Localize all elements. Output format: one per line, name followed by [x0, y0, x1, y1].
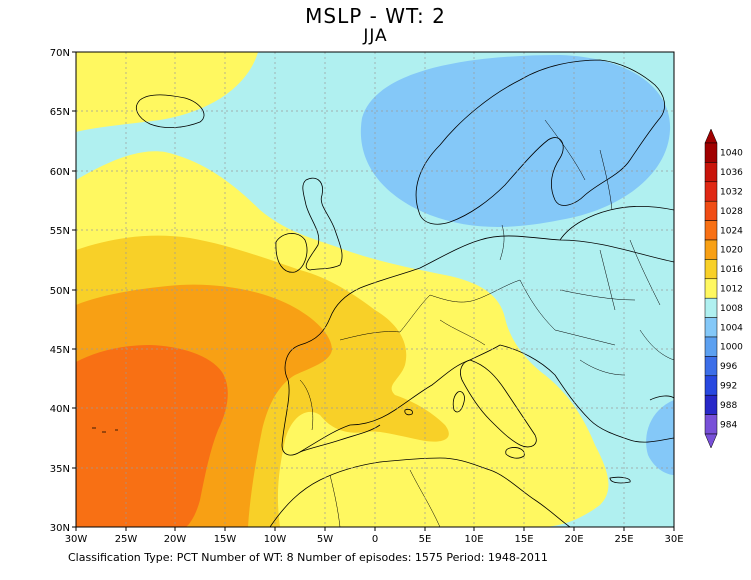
lon-label: 30W [65, 534, 88, 545]
lon-label: 15E [514, 534, 533, 545]
field-1008-north [360, 55, 671, 227]
colorbar-swatch [704, 162, 718, 183]
lon-label: 15W [214, 534, 237, 545]
lon-label: 20E [564, 534, 583, 545]
colorbar-swatch [704, 200, 718, 221]
lon-label: 25W [115, 534, 138, 545]
footer-text: Classification Type: PCT Number of WT: 8… [68, 551, 548, 564]
colorbar-label: 1020 [720, 246, 743, 256]
colorbar-top-arrow [704, 128, 718, 144]
colorbar-bottom-arrow [704, 433, 718, 449]
colorbar-swatch [704, 375, 718, 396]
map-title: MSLP - WT: 2 [305, 4, 446, 28]
country-borders [299, 119, 674, 527]
colorbar-swatch [704, 414, 718, 435]
colorbar-label: 992 [720, 382, 737, 392]
colorbar: 1040 1036 1032 1028 1024 1020 1016 1012 1008 1004… [704, 128, 743, 449]
lon-label: 5E [419, 534, 432, 545]
footer-classification: Classification Type: PCT [68, 551, 198, 564]
colorbar-swatch [704, 142, 718, 163]
lat-label: 55N [50, 226, 70, 237]
lat-label: 60N [50, 167, 70, 178]
longitude-labels: 30W 25W 20W 15W 10W 5W 0 5E 10E 15E 20E … [65, 534, 684, 545]
colorbar-swatch [704, 317, 718, 338]
lat-label: 70N [50, 48, 70, 59]
colorbar-swatch [704, 336, 718, 357]
lat-label: 35N [50, 464, 70, 475]
colorbar-label: 1012 [720, 285, 743, 295]
colorbar-label: 1004 [720, 323, 743, 333]
colorbar-label: 984 [720, 420, 737, 430]
lon-label: 5W [317, 534, 333, 545]
colorbar-label: 1036 [720, 168, 743, 178]
colorbar-label: 1008 [720, 304, 743, 314]
lat-label: 40N [50, 404, 70, 415]
colorbar-label: 1024 [720, 226, 743, 236]
colorbar-label: 1028 [720, 207, 743, 217]
colorbar-label: 1040 [720, 149, 743, 159]
colorbar-swatch [704, 278, 718, 299]
lon-label: 30E [664, 534, 683, 545]
colorbar-label: 1000 [720, 343, 743, 353]
lon-label: 10W [264, 534, 287, 545]
colorbar-swatch [704, 239, 718, 260]
colorbar-label: 988 [720, 401, 737, 411]
colorbar-label: 996 [720, 362, 737, 372]
footer-episodes: Number of episodes: 1575 [297, 551, 443, 564]
map-subtitle: JJA [363, 26, 388, 46]
colorbar-swatch [704, 394, 718, 415]
lon-label: 0 [372, 534, 378, 545]
pressure-field [76, 52, 674, 527]
lat-label: 45N [50, 345, 70, 356]
lon-label: 10E [464, 534, 483, 545]
lat-label: 50N [50, 286, 70, 297]
field-1008-east [646, 400, 674, 475]
tick-marks [72, 51, 675, 531]
colorbar-label: 1016 [720, 265, 743, 275]
lat-label: 65N [50, 107, 70, 118]
field-1016-west [76, 52, 258, 132]
colorbar-label: 1032 [720, 188, 743, 198]
coastlines [92, 59, 674, 527]
field-1028 [76, 345, 228, 527]
colorbar-swatch [704, 356, 718, 377]
latitude-labels: 70N 65N 60N 55N 50N 45N 40N 35N 30N [50, 48, 70, 534]
lon-label: 20W [164, 534, 187, 545]
footer-wt-count: Number of WT: 8 [201, 551, 294, 564]
footer-period: Period: 1948-2011 [446, 551, 548, 564]
lat-label: 30N [50, 523, 70, 534]
lon-label: 25E [614, 534, 633, 545]
graticule [76, 52, 674, 527]
colorbar-swatch [704, 297, 718, 318]
colorbar-swatch [704, 220, 718, 241]
colorbar-swatch [704, 259, 718, 280]
colorbar-swatch [704, 181, 718, 202]
